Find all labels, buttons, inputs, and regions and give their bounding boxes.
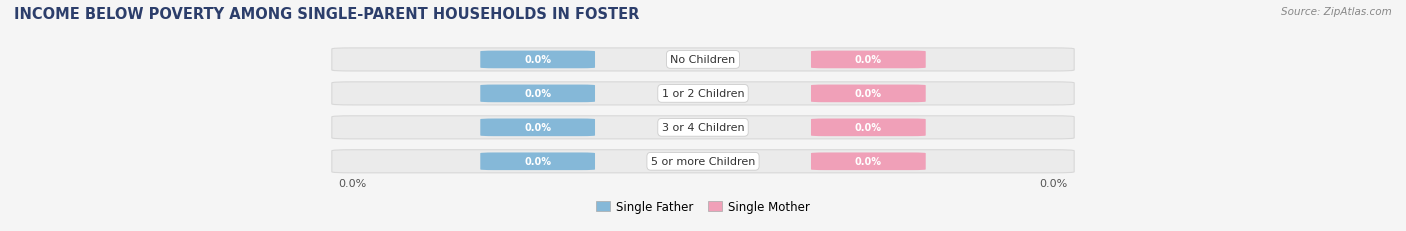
Text: 0.0%: 0.0% <box>855 55 882 65</box>
Text: 0.0%: 0.0% <box>339 178 367 188</box>
FancyBboxPatch shape <box>811 51 925 69</box>
Text: 0.0%: 0.0% <box>855 89 882 99</box>
FancyBboxPatch shape <box>811 153 925 170</box>
Text: 0.0%: 0.0% <box>855 123 882 133</box>
Text: 0.0%: 0.0% <box>524 123 551 133</box>
Legend: Single Father, Single Mother: Single Father, Single Mother <box>596 200 810 213</box>
Text: 5 or more Children: 5 or more Children <box>651 157 755 167</box>
FancyBboxPatch shape <box>481 153 595 170</box>
Text: 0.0%: 0.0% <box>524 89 551 99</box>
FancyBboxPatch shape <box>332 116 1074 139</box>
Text: No Children: No Children <box>671 55 735 65</box>
Text: 0.0%: 0.0% <box>1039 178 1067 188</box>
FancyBboxPatch shape <box>332 150 1074 173</box>
Text: Source: ZipAtlas.com: Source: ZipAtlas.com <box>1281 7 1392 17</box>
Text: 3 or 4 Children: 3 or 4 Children <box>662 123 744 133</box>
FancyBboxPatch shape <box>481 119 595 137</box>
FancyBboxPatch shape <box>332 82 1074 106</box>
Text: INCOME BELOW POVERTY AMONG SINGLE-PARENT HOUSEHOLDS IN FOSTER: INCOME BELOW POVERTY AMONG SINGLE-PARENT… <box>14 7 640 22</box>
FancyBboxPatch shape <box>811 85 925 103</box>
Text: 0.0%: 0.0% <box>524 55 551 65</box>
FancyBboxPatch shape <box>811 119 925 137</box>
FancyBboxPatch shape <box>481 51 595 69</box>
Text: 0.0%: 0.0% <box>855 157 882 167</box>
FancyBboxPatch shape <box>332 49 1074 72</box>
Text: 1 or 2 Children: 1 or 2 Children <box>662 89 744 99</box>
FancyBboxPatch shape <box>481 85 595 103</box>
Text: 0.0%: 0.0% <box>524 157 551 167</box>
